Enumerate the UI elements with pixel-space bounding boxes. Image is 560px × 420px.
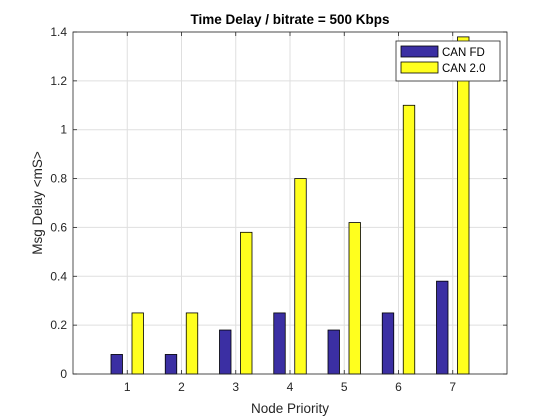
bar-can-fd-4: [273, 312, 286, 375]
x-axis-label: Node Priority: [251, 401, 329, 416]
y-tick-label: 1.2: [50, 74, 67, 88]
y-axis-label: Msg Delay <mS>: [30, 151, 45, 255]
bar-can-2-0-2: [185, 312, 199, 375]
bar-can-fd-5: [327, 329, 340, 375]
y-tick-label: 0: [60, 367, 67, 381]
bar-can-2-0-1: [131, 312, 144, 375]
bar-can-fd-7: [436, 280, 449, 375]
x-tick-label: 5: [341, 380, 348, 394]
axes-group: [72, 31, 508, 375]
bar-can-2-0-5: [348, 222, 361, 375]
x-tick-label: 1: [124, 380, 131, 394]
legend: CAN FD CAN 2.0: [395, 40, 501, 82]
y-tick-label: 0.6: [50, 220, 67, 234]
bar-can-fd-3: [219, 329, 232, 375]
legend-label-can-2-0: CAN 2.0: [442, 63, 485, 75]
x-tick-label: 6: [395, 380, 402, 394]
bar-can-fd-1: [110, 354, 123, 375]
y-tick-label: 0.4: [50, 269, 67, 283]
bar-can-2-0-3: [240, 231, 253, 375]
x-tick-label: 2: [178, 380, 185, 394]
y-tick-label: 1.4: [50, 25, 67, 39]
x-tick-label: 4: [287, 380, 294, 394]
chart-title: Time Delay / bitrate = 500 Kbps: [191, 12, 390, 27]
y-tick-labels: 0 0.2 0.4 0.6 0.8 1 1.2 1.4: [50, 25, 67, 381]
bar-can-2-0-4: [294, 178, 307, 375]
legend-label-can-fd: CAN FD: [442, 47, 485, 59]
x-tick-label: 3: [232, 380, 239, 394]
legend-swatch-can-fd: [400, 45, 439, 58]
bar-can-2-0-6: [402, 104, 416, 375]
x-tick-label: 7: [449, 380, 456, 394]
bar-can-fd-2: [164, 354, 178, 375]
y-tick-label: 1: [60, 123, 67, 137]
y-tick-label: 0.8: [50, 172, 67, 186]
bar-can-2-0-7: [457, 36, 470, 375]
legend-swatch-can-2-0: [400, 61, 439, 74]
x-tick-labels: 1 2 3 4 5 6 7: [124, 380, 457, 394]
bar-can-fd-6: [381, 312, 395, 375]
y-tick-label: 0.2: [50, 318, 67, 332]
